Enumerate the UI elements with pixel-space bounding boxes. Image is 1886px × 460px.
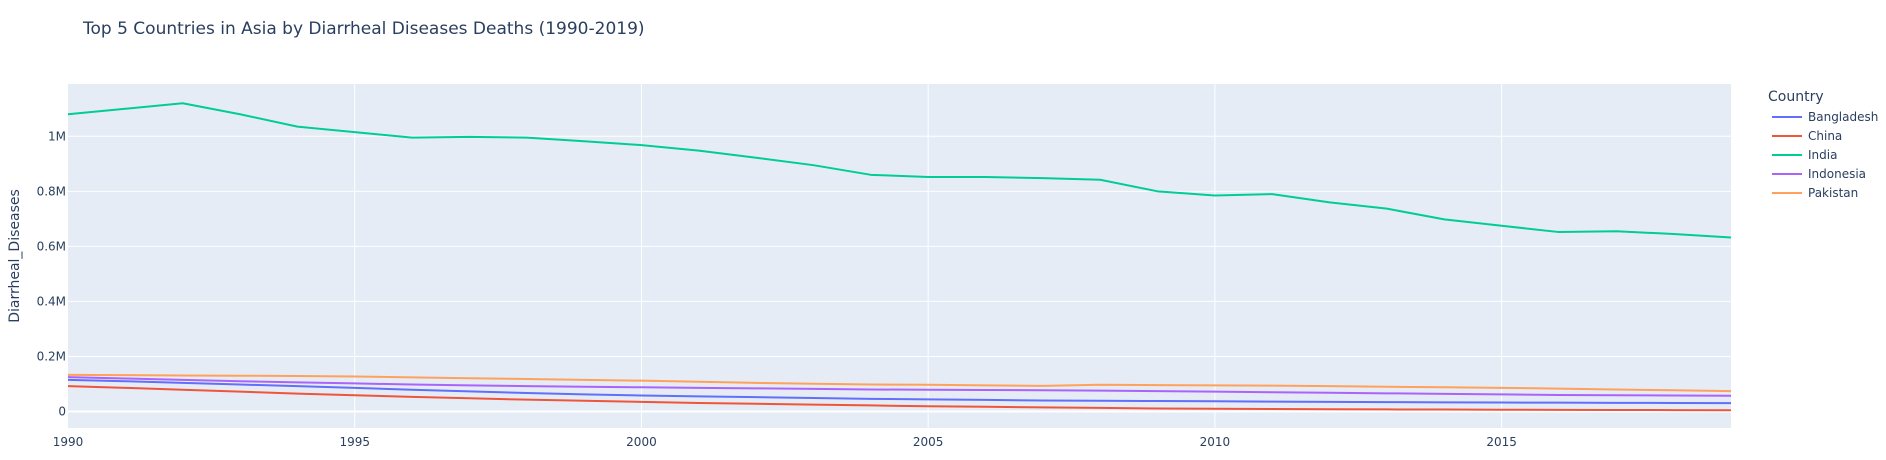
legend-label: China <box>1808 129 1842 143</box>
x-axis-ticks: 1990 1995 2000 2005 2010 2015 <box>53 435 1517 449</box>
y-tick-label: 0.6M <box>37 239 66 253</box>
x-tick-label: 1995 <box>339 435 370 449</box>
y-tick-label: 0.2M <box>37 349 66 363</box>
series-line-indonesia <box>67 376 1732 397</box>
legend-item-bangladesh[interactable]: Bangladesh <box>1772 110 1878 124</box>
chart-title: Top 5 Countries in Asia by Diarrheal Dis… <box>82 19 645 39</box>
series-line-india <box>67 102 1732 239</box>
legend-item-pakistan[interactable]: Pakistan <box>1772 186 1858 200</box>
x-tick-label: 2000 <box>626 435 657 449</box>
y-axis-ticks: 0 0.2M 0.4M 0.6M 0.8M 1M <box>37 129 66 418</box>
y-tick-label: 0.4M <box>37 294 66 308</box>
legend-item-china[interactable]: China <box>1772 129 1842 143</box>
legend-item-india[interactable]: India <box>1772 148 1837 162</box>
x-gridlines <box>354 84 1503 428</box>
legend-label: Indonesia <box>1808 167 1866 181</box>
series-line-china <box>67 385 1732 412</box>
y-gridlines <box>68 135 1731 413</box>
legend-item-indonesia[interactable]: Indonesia <box>1772 167 1866 181</box>
y-tick-label: 0.8M <box>37 184 66 198</box>
y-tick-label: 0 <box>58 404 66 418</box>
x-tick-label: 2005 <box>913 435 944 449</box>
legend-label: India <box>1808 148 1837 162</box>
legend-title: Country <box>1768 89 1824 105</box>
legend: Country Bangladesh China India Indonesia Pak… <box>1768 89 1878 200</box>
x-tick-label: 1990 <box>53 435 84 449</box>
legend-label: Pakistan <box>1808 186 1858 200</box>
plot-area <box>68 84 1731 428</box>
y-axis-title: Diarrheal_Diseases <box>7 189 23 323</box>
x-tick-label: 2010 <box>1200 435 1231 449</box>
series-line-pakistan <box>67 373 1732 393</box>
series-lines <box>67 102 1732 412</box>
x-tick-label: 2015 <box>1486 435 1517 449</box>
series-line-bangladesh <box>67 378 1732 405</box>
legend-label: Bangladesh <box>1808 110 1878 124</box>
y-tick-label: 1M <box>48 129 66 143</box>
